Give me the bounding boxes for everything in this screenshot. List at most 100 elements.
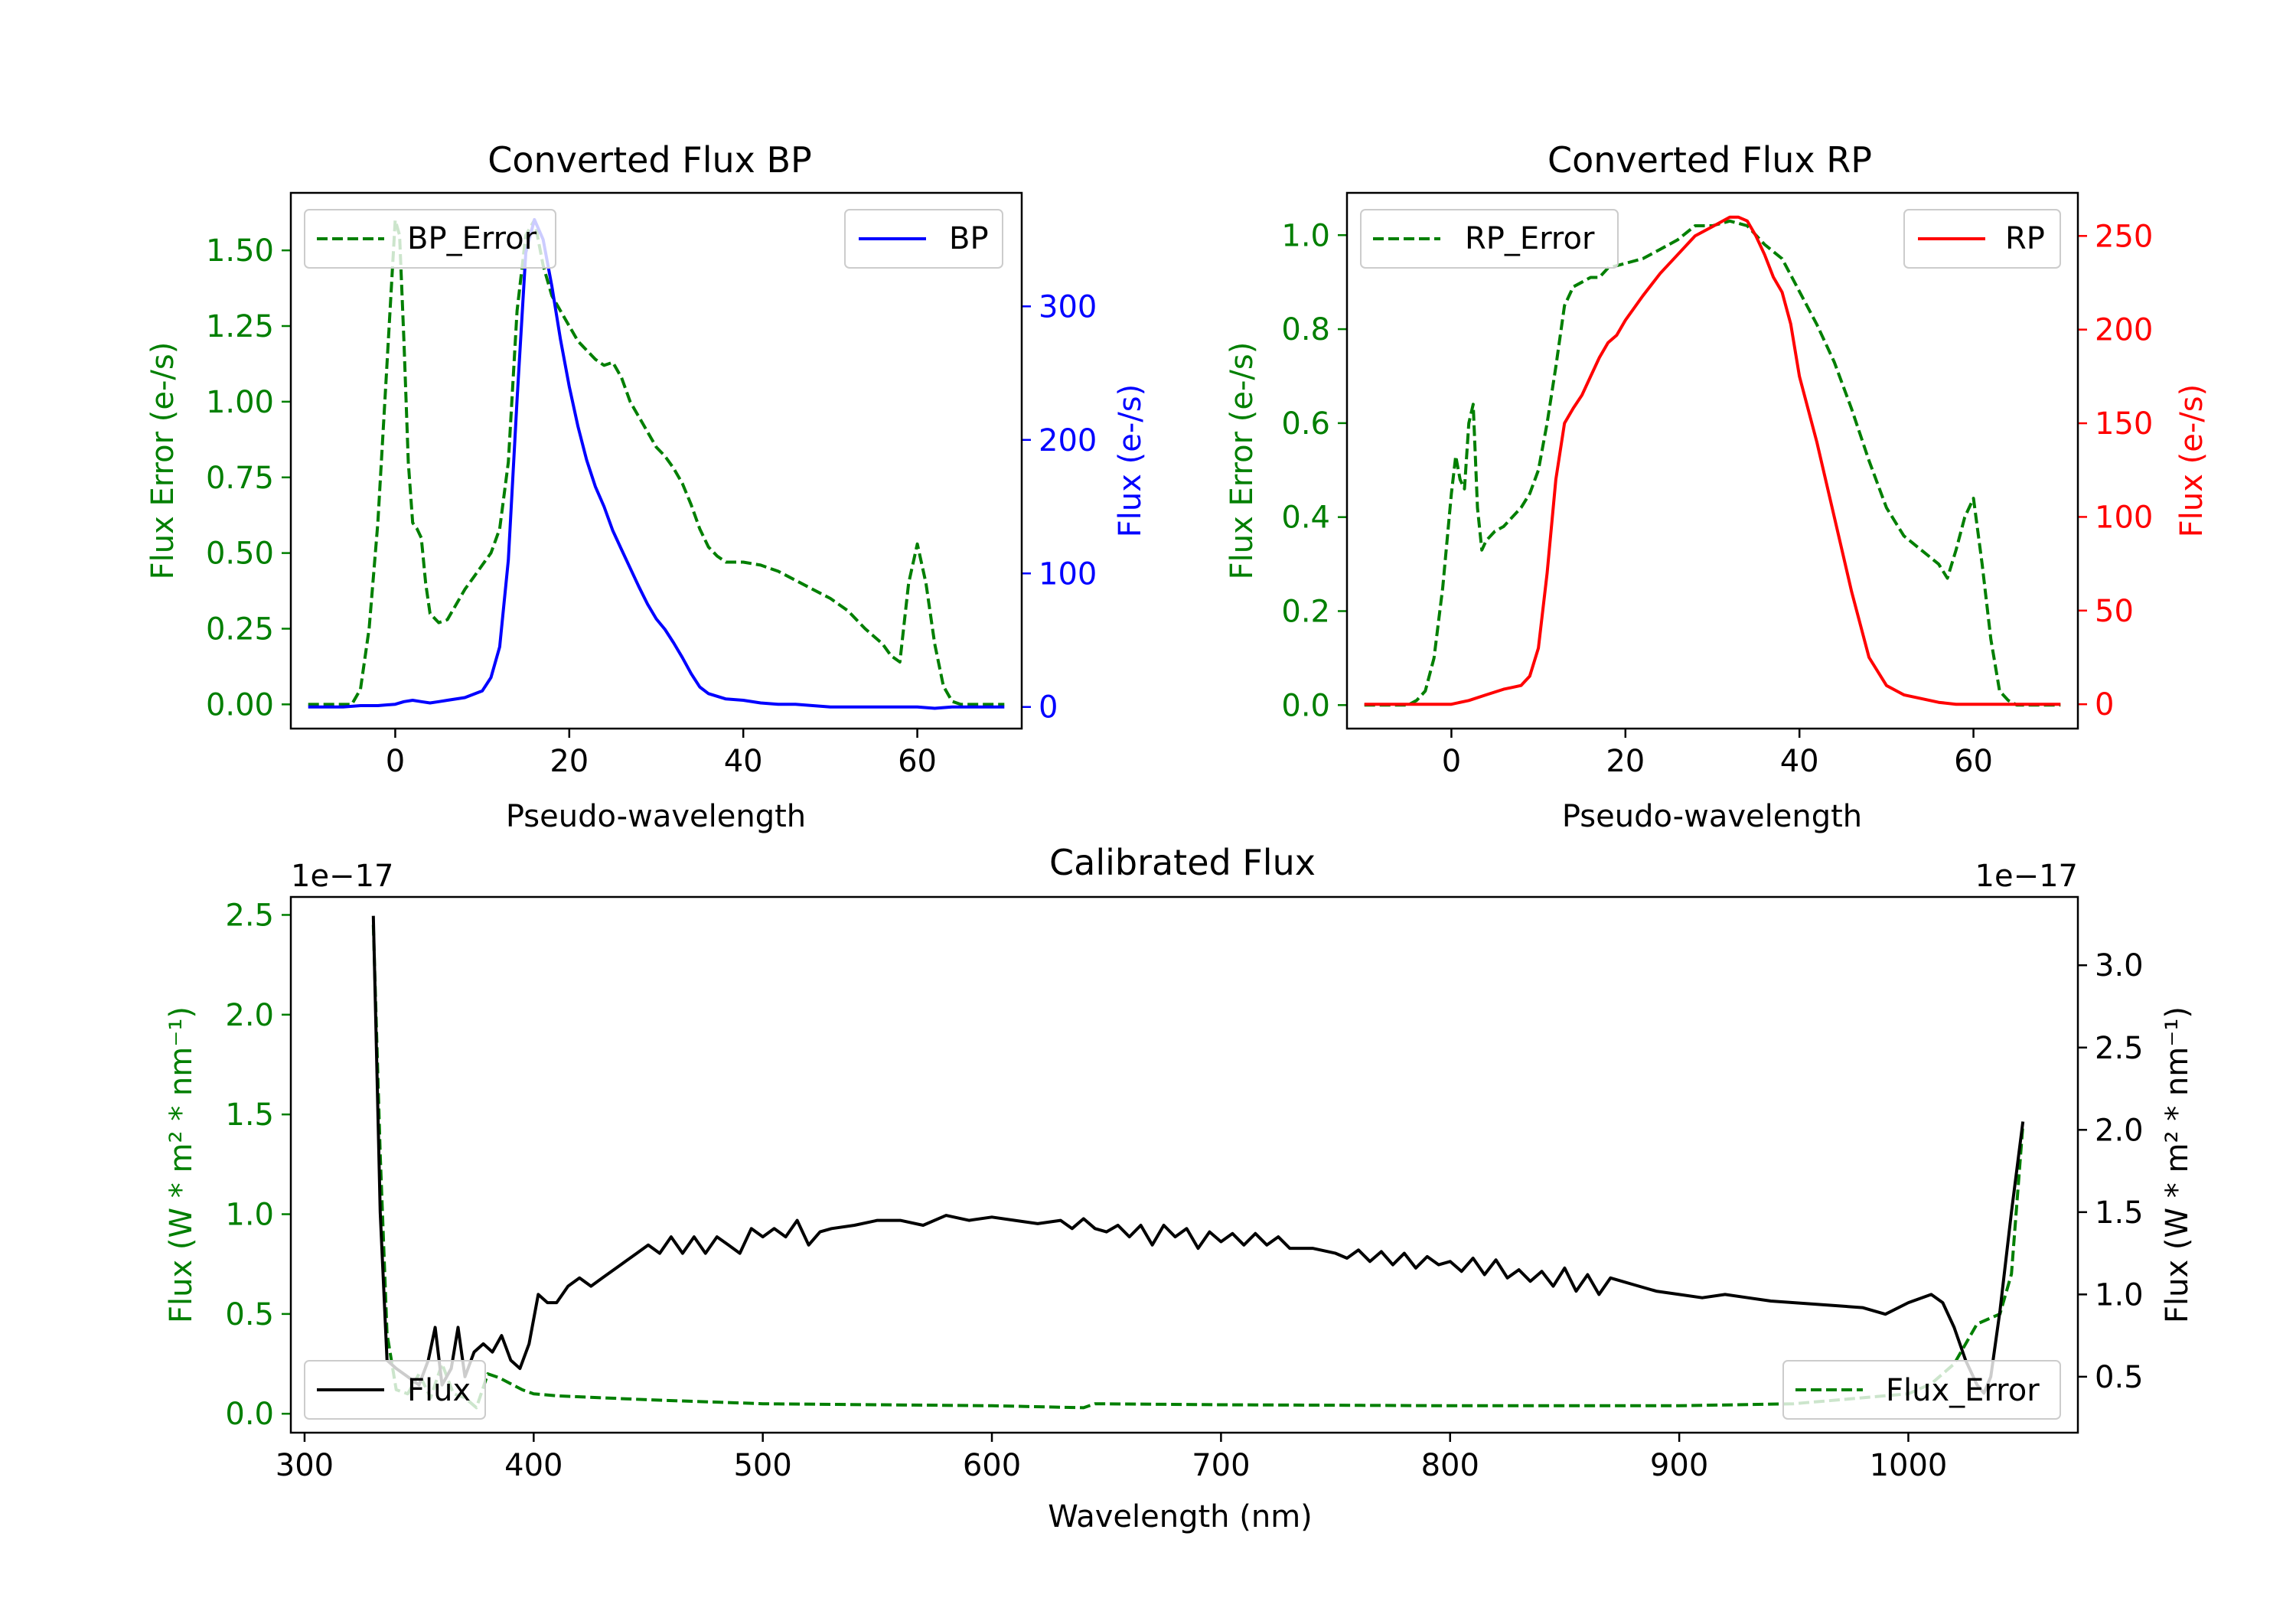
y-right-tick-label: 150 xyxy=(2095,406,2153,442)
x-axis-label: Wavelength (nm) xyxy=(1048,1499,1313,1534)
y-left-tick-label: 0.0 xyxy=(225,1397,274,1432)
y-left-tick-label: 1.50 xyxy=(206,233,274,269)
y-right-tick-label: 200 xyxy=(2095,313,2153,348)
x-axis-label: Pseudo-wavelength xyxy=(506,799,806,834)
y-axis-label-left: Flux (W * m² * nm⁻¹) xyxy=(164,1006,199,1323)
series-line-rp-error xyxy=(1364,219,2061,707)
series-line-flux-error xyxy=(371,925,2025,1410)
y-left-tick-label: 0.4 xyxy=(1281,501,1330,536)
series-layer xyxy=(1364,215,2061,707)
y-left-tick-label: 1.5 xyxy=(225,1097,274,1133)
y-axis-label-left: Flux Error (e-/s) xyxy=(1225,342,1260,580)
y-left-tick-label: 0.75 xyxy=(206,461,274,496)
axes-frame xyxy=(289,895,2079,1434)
x-tick-label: 700 xyxy=(1192,1448,1250,1483)
x-tick-label: 600 xyxy=(963,1448,1021,1483)
legend-box xyxy=(304,209,556,269)
y-right-tick-label: 2.5 xyxy=(2095,1031,2144,1066)
y-left-tick-label: 1.0 xyxy=(1281,218,1330,253)
x-tick-label: 0 xyxy=(386,744,405,779)
y-axis-label-right: Flux (e-/s) xyxy=(2174,384,2210,537)
y-axis-label-right: Flux (W * m² * nm⁻¹) xyxy=(2160,1006,2195,1323)
y-left-tick-label: 0.00 xyxy=(206,687,274,722)
y-left-tick-label: 0.0 xyxy=(1281,688,1330,723)
y-right-tick-layer: 0.5 1.0 1.5 2.0 2.5 3.0 xyxy=(2078,948,2144,1395)
axes-frame xyxy=(289,191,1023,730)
x-tick-label: 60 xyxy=(1954,744,1993,779)
y-axis-label-left: Flux Error (e-/s) xyxy=(145,342,181,580)
chart-title: Converted Flux BP xyxy=(488,139,812,181)
y-right-tick-label: 0.5 xyxy=(2095,1360,2144,1395)
chart-title: Calibrated Flux xyxy=(1049,842,1316,883)
legend-right: Flux_Error xyxy=(1782,1360,2061,1420)
y-left-tick-label: 2.5 xyxy=(225,898,274,933)
series-line-bp-error xyxy=(308,218,1005,706)
y-right-tick-label: 50 xyxy=(2095,594,2134,629)
legend-right: BP xyxy=(844,209,1003,269)
x-tick-label: 900 xyxy=(1650,1448,1708,1483)
y-left-tick-label: 0.50 xyxy=(206,536,274,572)
x-tick-label: 800 xyxy=(1421,1448,1479,1483)
legend-left: Flux xyxy=(304,1360,486,1420)
legend-label-rp-error: RP_Error xyxy=(1465,221,1595,256)
y-right-tick-label: 100 xyxy=(2095,500,2153,535)
x-tick-label: 40 xyxy=(724,744,763,779)
legend-label-bp: BP xyxy=(949,221,989,256)
y-left-tick-label: 0.2 xyxy=(1281,594,1330,629)
y-right-tick-label: 2.0 xyxy=(2095,1113,2144,1148)
x-tick-label: 500 xyxy=(733,1448,791,1483)
y-left-tick-layer: 0.0 0.2 0.4 0.6 0.8 1.0 xyxy=(1281,218,1347,723)
y-right-tick-layer: 0 100 200 300 xyxy=(1022,289,1097,726)
legend-box xyxy=(304,1360,486,1420)
legend-left: RP_Error xyxy=(1360,209,1619,269)
chart-title: Converted Flux RP xyxy=(1548,139,1872,181)
y-right-tick-label: 250 xyxy=(2095,219,2153,254)
y-right-tick-layer: 0 50 100 150 200 250 xyxy=(2078,219,2153,722)
chart-converted-flux-bp: Converted Flux BP 0 20 40 60 0.00 0.25 0.50 0.… xyxy=(145,139,1148,834)
y-left-tick-layer: 0.0 0.5 1.0 1.5 2.0 2.5 xyxy=(225,898,291,1432)
offset-label-left: 1e−17 xyxy=(291,859,393,894)
y-left-tick-label: 2.0 xyxy=(225,998,274,1033)
y-left-tick-label: 0.8 xyxy=(1281,312,1330,347)
x-tick-label: 1000 xyxy=(1870,1448,1948,1483)
x-tick-layer: 0 20 40 60 xyxy=(1442,729,1993,779)
series-line-bp xyxy=(308,217,1005,710)
x-axis-label: Pseudo-wavelength xyxy=(1562,799,1862,834)
y-right-tick-label: 1.0 xyxy=(2095,1277,2144,1313)
x-tick-layer: 0 20 40 60 xyxy=(386,729,937,779)
y-axis-label-right: Flux (e-/s) xyxy=(1113,384,1148,537)
y-left-tick-layer: 0.00 0.25 0.50 0.75 1.00 1.25 1.50 xyxy=(206,233,291,722)
legend-box xyxy=(1782,1360,2061,1420)
legend-left: BP_Error xyxy=(304,209,556,269)
x-tick-label: 20 xyxy=(1606,744,1645,779)
axes-frame xyxy=(1345,191,2079,730)
y-right-tick-label: 0 xyxy=(2095,687,2114,722)
x-tick-label: 60 xyxy=(898,744,937,779)
y-right-tick-label: 300 xyxy=(1039,289,1097,324)
offset-label-right: 1e−17 xyxy=(1975,859,2078,894)
legend-label-rp: RP xyxy=(2005,221,2045,256)
y-left-tick-label: 1.25 xyxy=(206,309,274,344)
legend-label-flux: Flux xyxy=(407,1373,471,1408)
y-left-tick-label: 0.25 xyxy=(206,611,274,647)
legend-right: RP xyxy=(1903,209,2061,269)
x-tick-label: 0 xyxy=(1442,744,1461,779)
y-left-tick-label: 0.6 xyxy=(1281,406,1330,442)
legend-label-flux-error: Flux_Error xyxy=(1886,1373,2040,1408)
series-layer xyxy=(308,217,1005,710)
y-right-tick-label: 100 xyxy=(1039,556,1097,592)
chart-converted-flux-rp: Converted Flux RP 0 20 40 60 0.00.20.40.60.… xyxy=(1225,139,2210,834)
y-right-tick-label: 1.5 xyxy=(2095,1195,2144,1231)
legend-label-bp-error: BP_Error xyxy=(407,221,537,256)
y-right-tick-label: 3.0 xyxy=(2095,948,2144,983)
y-left-tick-label: 1.0 xyxy=(225,1198,274,1233)
x-tick-label: 20 xyxy=(550,744,589,779)
series-line-flux xyxy=(371,915,2025,1395)
y-right-tick-label: 0 xyxy=(1039,690,1058,726)
series-layer xyxy=(371,915,2025,1410)
x-tick-label: 40 xyxy=(1780,744,1819,779)
x-tick-label: 400 xyxy=(504,1448,563,1483)
x-tick-layer: 300 400 500 600 700 800 900 1000 xyxy=(276,1433,1948,1483)
chart-calibrated-flux: Calibrated Flux 1e−17 1e−17 300 400 500 600… xyxy=(164,842,2195,1534)
